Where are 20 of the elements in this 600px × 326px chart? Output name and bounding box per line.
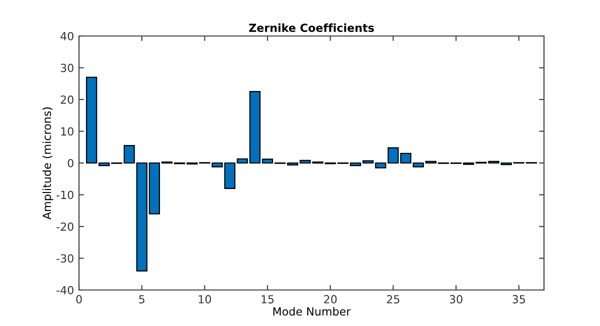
y-tick-label: 10 bbox=[61, 127, 74, 136]
y-tick-label: -10 bbox=[56, 190, 74, 200]
y-tick-label: 30 bbox=[60, 64, 74, 72]
x-tick-label: 10 bbox=[198, 295, 212, 304]
y-axis-title: Amplitude (microns) bbox=[42, 107, 54, 220]
y-tick-label: -20 bbox=[56, 222, 74, 231]
x-tick-label: 25 bbox=[386, 295, 400, 304]
chart-title: Zernike Coefficients bbox=[249, 23, 374, 32]
x-tick-label: 30 bbox=[450, 295, 462, 304]
x-tick-label: 15 bbox=[262, 295, 274, 304]
y-tick-label: -30 bbox=[56, 254, 74, 263]
y-tick-label: -40 bbox=[56, 286, 74, 294]
x-tick-label: 0 bbox=[76, 295, 82, 304]
x-tick-label: 20 bbox=[324, 295, 337, 304]
x-axis-title: Mode Number bbox=[273, 307, 351, 316]
x-tick-label: 5 bbox=[139, 295, 144, 304]
x-tick-label: 35 bbox=[512, 295, 525, 304]
y-tick-label: 0 bbox=[68, 158, 74, 168]
y-tick-label: 40 bbox=[60, 32, 74, 40]
y-tick-label: 20 bbox=[60, 95, 74, 104]
